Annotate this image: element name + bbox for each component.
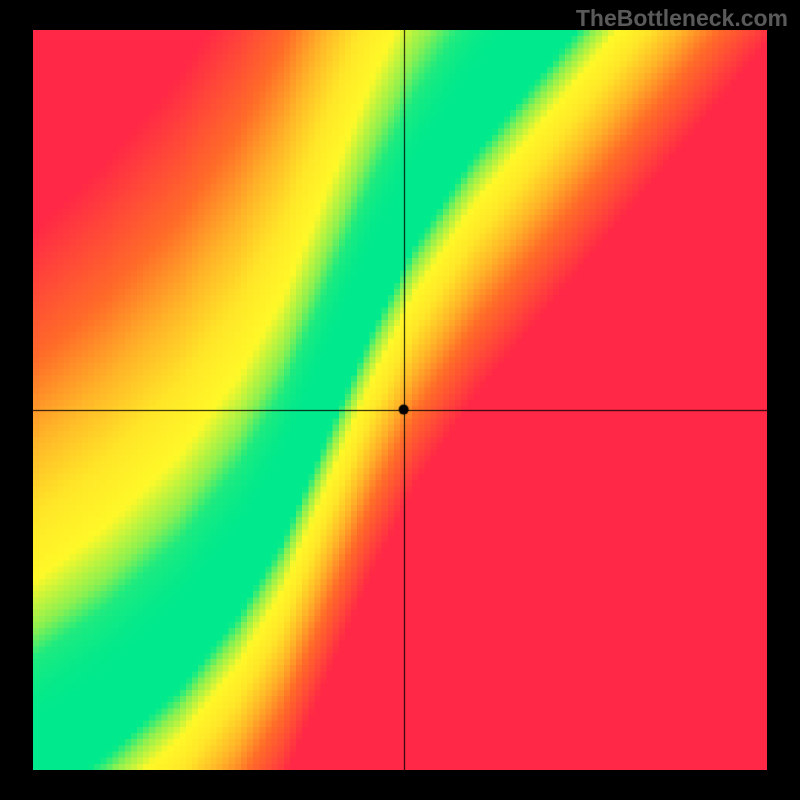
chart-container: TheBottleneck.com	[0, 0, 800, 800]
watermark-text: TheBottleneck.com	[576, 5, 788, 32]
bottleneck-heatmap	[33, 30, 767, 770]
